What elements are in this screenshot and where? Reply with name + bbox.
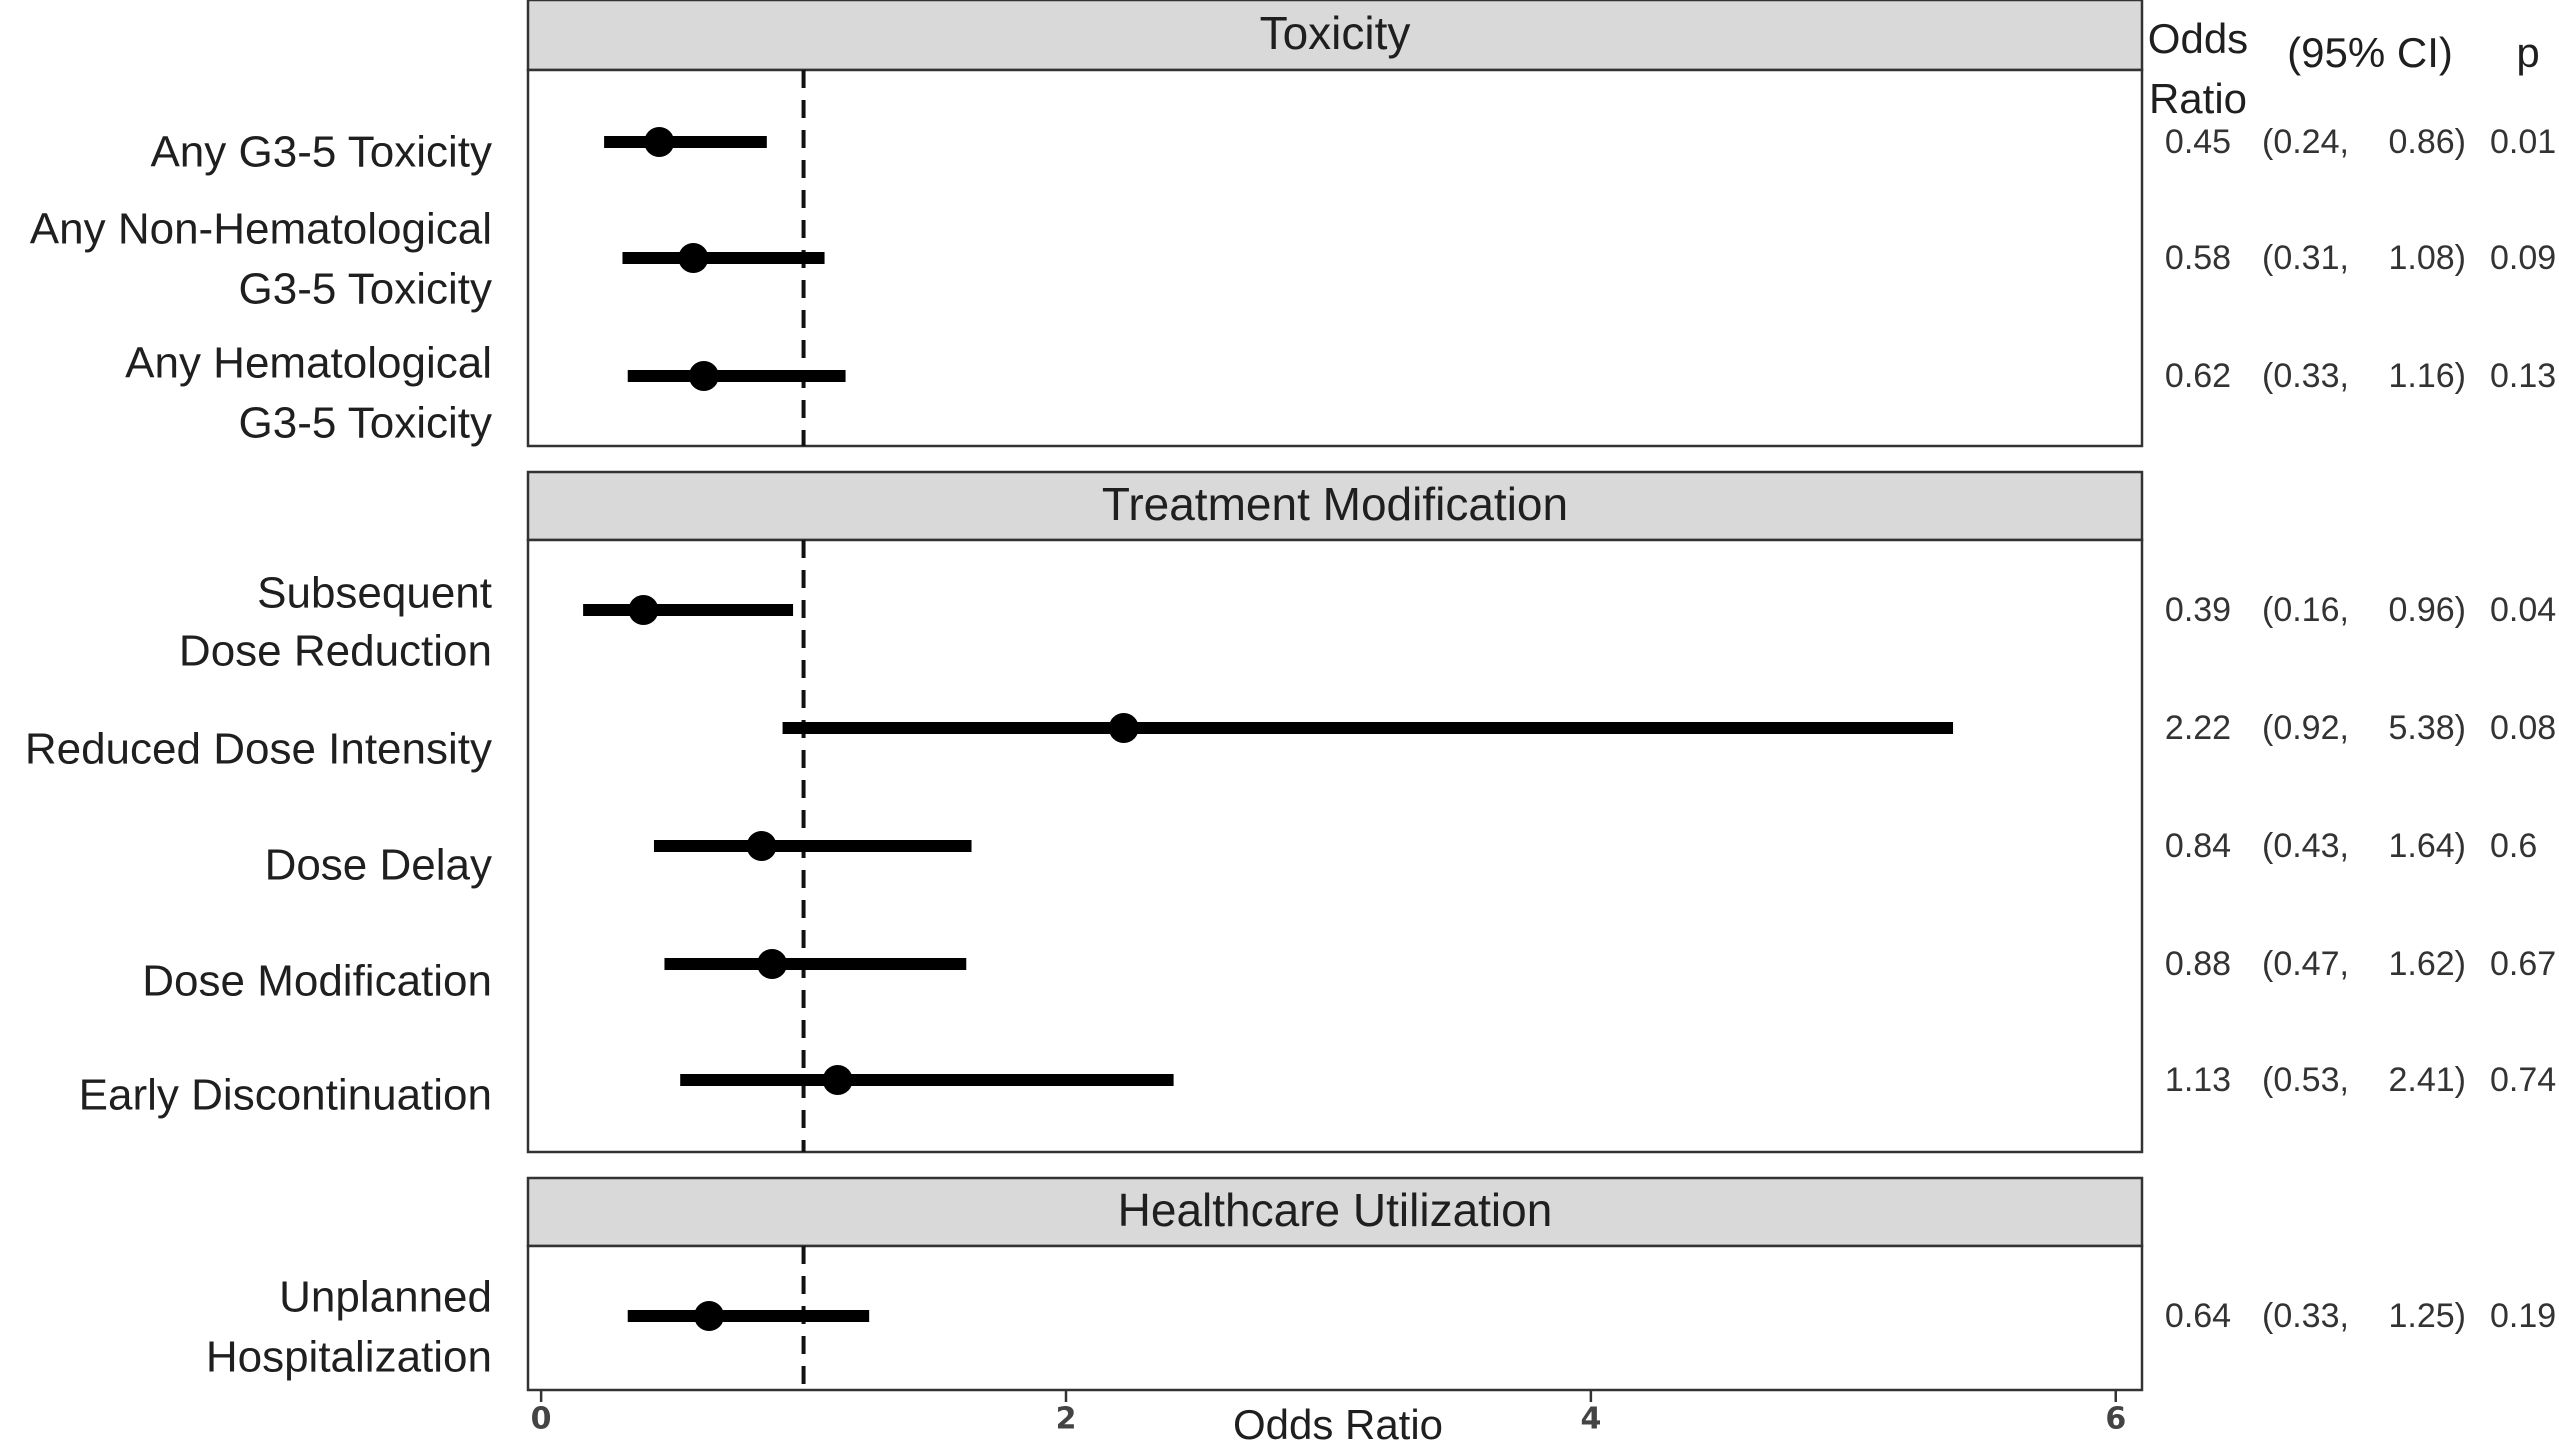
ci-upper-value: 1.16) bbox=[2389, 357, 2467, 395]
ci-upper-value: 1.62) bbox=[2389, 945, 2467, 983]
row-label: Any Non-Hematological bbox=[30, 205, 492, 254]
odds-ratio-value: 1.13 bbox=[2165, 1061, 2231, 1099]
ci-lower-value: (0.24, bbox=[2262, 123, 2349, 161]
point-estimate bbox=[628, 595, 659, 625]
x-tick-label: 0 bbox=[531, 1402, 552, 1437]
p-value: 0.09 bbox=[2490, 239, 2556, 277]
point-estimate bbox=[694, 1301, 725, 1331]
panel-title: Treatment Modification bbox=[1102, 478, 1568, 530]
ci-upper-value: 5.38) bbox=[2389, 709, 2467, 747]
odds-ratio-value: 0.39 bbox=[2165, 591, 2231, 629]
ci-lower-value: (0.33, bbox=[2262, 1297, 2349, 1335]
row-label: Unplanned bbox=[279, 1273, 492, 1322]
odds-ratio-value: 0.84 bbox=[2165, 827, 2231, 865]
row-label: Early Discontinuation bbox=[79, 1071, 492, 1120]
panel-title: Healthcare Utilization bbox=[1118, 1184, 1553, 1236]
panel-title: Toxicity bbox=[1260, 7, 1411, 59]
or-header-line1: Odds bbox=[2148, 15, 2248, 62]
x-axis-title: Odds Ratio bbox=[1233, 1401, 1443, 1448]
row-label: Subsequent bbox=[257, 569, 492, 618]
ci-upper-value: 0.86) bbox=[2389, 123, 2467, 161]
row-label: Any Hematological bbox=[125, 339, 492, 388]
point-estimate bbox=[644, 127, 675, 157]
p-value: 0.19 bbox=[2490, 1297, 2556, 1335]
row-label: G3-5 Toxicity bbox=[239, 399, 493, 448]
x-tick-label: 4 bbox=[1580, 1402, 1601, 1437]
point-estimate bbox=[757, 949, 788, 979]
p-value: 0.6 bbox=[2490, 827, 2537, 865]
p-value: 0.74 bbox=[2490, 1061, 2556, 1099]
row-label: Dose Delay bbox=[265, 841, 492, 890]
panel-strip bbox=[526, 0, 2144, 72]
ci-lower-value: (0.16, bbox=[2262, 591, 2349, 629]
x-tick-label: 6 bbox=[2105, 1402, 2126, 1437]
odds-ratio-value: 0.62 bbox=[2165, 357, 2231, 395]
p-value: 0.08 bbox=[2490, 709, 2556, 747]
row-label: Any G3-5 Toxicity bbox=[150, 128, 492, 177]
point-estimate bbox=[1108, 713, 1139, 743]
ci-upper-value: 2.41) bbox=[2389, 1061, 2467, 1099]
ci-upper-value: 1.64) bbox=[2389, 827, 2467, 865]
or-header-line2: Ratio bbox=[2149, 75, 2247, 122]
row-label: Dose Reduction bbox=[179, 627, 492, 676]
odds-ratio-value: 0.45 bbox=[2165, 123, 2231, 161]
ci-upper-value: 1.08) bbox=[2389, 239, 2467, 277]
row-label: Dose Modification bbox=[142, 957, 492, 1006]
ci-upper-value: 0.96) bbox=[2389, 591, 2467, 629]
point-estimate bbox=[678, 243, 709, 273]
odds-ratio-value: 0.88 bbox=[2165, 945, 2231, 983]
p-value: 0.01 bbox=[2490, 123, 2556, 161]
p-value: 0.67 bbox=[2490, 945, 2556, 983]
p-header: p bbox=[2516, 29, 2539, 76]
ci-lower-value: (0.92, bbox=[2262, 709, 2349, 747]
p-value: 0.04 bbox=[2490, 591, 2556, 629]
p-value: 0.13 bbox=[2490, 357, 2556, 395]
point-estimate bbox=[746, 831, 777, 861]
panel-strip bbox=[526, 1176, 2144, 1248]
point-estimate bbox=[688, 361, 719, 391]
ci-lower-value: (0.53, bbox=[2262, 1061, 2349, 1099]
row-label: G3-5 Toxicity bbox=[239, 265, 493, 314]
ci-lower-value: (0.33, bbox=[2262, 357, 2349, 395]
x-tick-label: 2 bbox=[1056, 1402, 1077, 1437]
odds-ratio-value: 0.58 bbox=[2165, 239, 2231, 277]
point-estimate bbox=[822, 1065, 853, 1095]
ci-lower-value: (0.31, bbox=[2262, 239, 2349, 277]
ci-header: (95% CI) bbox=[2287, 29, 2453, 76]
odds-ratio-value: 0.64 bbox=[2165, 1297, 2231, 1335]
ci-lower-value: (0.43, bbox=[2262, 827, 2349, 865]
odds-ratio-value: 2.22 bbox=[2165, 709, 2231, 747]
row-label: Hospitalization bbox=[206, 1333, 492, 1382]
ci-upper-value: 1.25) bbox=[2389, 1297, 2467, 1335]
row-label: Reduced Dose Intensity bbox=[25, 725, 492, 774]
ci-lower-value: (0.47, bbox=[2262, 945, 2349, 983]
